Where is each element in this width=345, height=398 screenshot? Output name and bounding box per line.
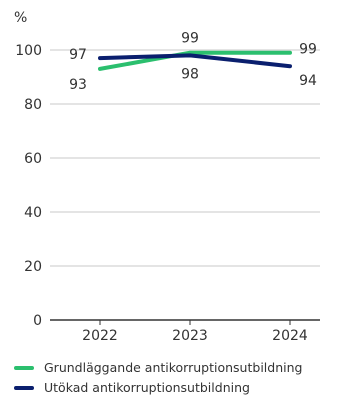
y-tick-label: 40 — [24, 205, 42, 221]
y-tick-label: 0 — [33, 313, 42, 329]
x-tick-label: 2023 — [172, 328, 208, 344]
legend-item-utokad: Utökad antikorruptionsutbildning — [14, 380, 250, 395]
data-label-grundlaggande: 99 — [299, 42, 317, 58]
legend-label-utokad: Utökad antikorruptionsutbildning — [44, 380, 250, 395]
series-line-utokad — [98, 53, 292, 69]
x-tick-label: 2022 — [82, 328, 118, 344]
series-lines — [98, 50, 292, 71]
y-axis-ticks: 0 20 40 60 80 100 — [15, 43, 42, 329]
gridlines — [50, 49, 320, 321]
data-labels: 93 99 99 97 98 94 — [69, 31, 317, 93]
data-label-utokad: 94 — [299, 73, 317, 89]
legend-label-grundlaggande: Grundläggande antikorruptionsutbildning — [44, 360, 303, 375]
legend-swatch-green — [14, 365, 34, 370]
data-label-utokad: 97 — [69, 47, 87, 63]
data-label-grundlaggande: 99 — [181, 31, 199, 47]
legend-item-grundlaggande: Grundläggande antikorruptionsutbildning — [14, 360, 302, 375]
data-label-grundlaggande: 93 — [69, 77, 87, 93]
x-tick-label: 2024 — [272, 328, 308, 344]
data-label-utokad: 98 — [181, 66, 199, 82]
y-tick-label: 20 — [24, 259, 42, 275]
y-tick-label: 80 — [24, 97, 42, 113]
y-unit-label: % — [14, 10, 27, 26]
y-tick-label: 60 — [24, 151, 42, 167]
y-tick-label: 100 — [15, 43, 42, 59]
legend-swatch-navy — [14, 385, 34, 390]
series-line-grundlaggande — [98, 50, 292, 71]
line-chart: % 0 20 40 60 80 100 2022 2023 2024 93 99 99 97 98 94 — [14, 10, 320, 344]
x-axis-ticks: 2022 2023 2024 — [82, 320, 308, 344]
